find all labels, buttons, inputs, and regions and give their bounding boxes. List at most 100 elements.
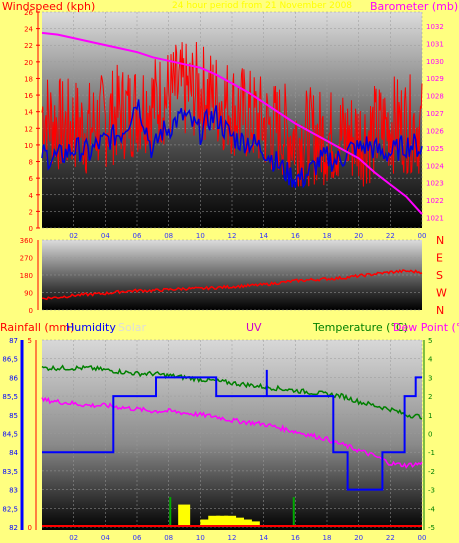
barometer-tick-label: 1022 [426,197,444,205]
humidity-tick-label: 84 [9,449,18,457]
solar-bar [200,519,213,527]
solar-bar [224,515,237,527]
temperature-tick-label: 4 [428,356,433,364]
solar-bar [216,515,229,527]
barometer-tick-label: 1027 [426,110,444,118]
wind-tick-label: 22 [24,42,33,50]
climate-x-tick-label: 12 [228,534,237,542]
solar-bar [247,521,260,527]
wind-x-tick-label: 10 [196,232,205,240]
humidity-tick-label: 87 [9,337,18,345]
barometer-tick-label: 1032 [426,23,444,31]
wind-tick-label: 6 [29,175,34,183]
chart-title: 24 hour period from 21 November 2008 [172,1,352,11]
climate-x-tick-label: 18 [323,534,332,542]
direction-tick-label: 270 [20,255,33,263]
wind-tick-label: 18 [24,75,33,83]
wind-tick-label: 12 [24,125,33,133]
barometer-tick-label: 1023 [426,180,444,188]
direction-tick-label: 360 [20,237,33,245]
barometer-tick-label: 1026 [426,127,444,135]
barometer-tick-label: 1030 [426,58,444,66]
compass-tick-label: N [436,234,444,247]
humidity-label: Humidity [66,321,116,334]
uv-label: UV [246,321,262,334]
windspeed-series-line [41,41,423,187]
average-wind-series-line [41,99,423,189]
humidity-tick-label: 82,5 [2,505,18,513]
rainfall-axis-label: Rainfall (mm) [0,321,74,334]
wind-tick-label: 8 [29,159,33,167]
climate-x-tick-label: 16 [291,534,300,542]
barometer-series-line [41,31,423,215]
humidity-series-line [42,369,422,491]
climate-x-tick-label: 22 [386,534,395,542]
wind-tick-label: 20 [24,59,33,67]
temperature-series-line [41,364,423,420]
direction-tick-label: 90 [24,290,33,298]
temperature-tick-label: -2 [428,468,435,476]
wind-tick-label: 10 [24,142,33,150]
climate-x-tick-label: 04 [101,534,110,542]
climate-x-tick-label: 02 [69,534,78,542]
humidity-tick-label: 85 [9,412,18,420]
rainfall-tick-label: 0 [28,524,32,532]
solar-label: Solar [118,321,147,334]
temperature-tick-label: 3 [428,374,432,382]
barometer-axis-label: Barometer (mb) [370,0,458,13]
wind-tick-label: 26 [24,9,33,17]
humidity-tick-label: 86,5 [2,356,18,364]
climate-x-tick-label: 14 [259,534,268,542]
solar-bar [178,504,191,527]
rainfall-tick-label: 5 [28,337,32,345]
compass-tick-label: E [436,252,443,265]
humidity-tick-label: 83,5 [2,468,18,476]
wind-tick-label: 24 [24,26,33,34]
climate-x-tick-label: 06 [133,534,142,542]
dew-point-axis-label: Dew Point (°C) [393,321,459,334]
wind-x-tick-label: 14 [259,232,268,240]
barometer-tick-label: 1031 [426,40,444,48]
humidity-tick-label: 82 [9,524,18,532]
climate-x-tick-label: 08 [164,534,173,542]
temperature-tick-label: 0 [428,431,432,439]
temperature-tick-label: 2 [428,393,432,401]
solar-bar [239,519,252,527]
tick-labels: 0246810121416182022242610211022102310241… [2,9,447,542]
temperature-axis-label: Temperature (°C) [312,321,408,334]
chart-marks [41,31,423,527]
wind-x-tick-label: 02 [69,232,78,240]
windspeed-axis-label: Windspeed (kph) [2,0,95,13]
direction-tick-label: 0 [29,307,33,315]
dew-point-series-line [41,396,423,469]
wind-x-tick-label: 22 [386,232,395,240]
solar-bar [208,515,221,527]
barometer-tick-label: 1028 [426,93,444,101]
wind-tick-label: 14 [24,109,33,117]
temperature-tick-label: -1 [428,449,435,457]
wind-x-tick-label: 08 [164,232,173,240]
climate-x-tick-label: 10 [196,534,205,542]
barometer-tick-label: 1025 [426,145,444,153]
wind-tick-label: 2 [29,208,33,216]
barometer-tick-label: 1029 [426,75,444,83]
wind-tick-label: 0 [29,225,33,233]
climate-x-tick-label: 00 [418,534,427,542]
wind-x-tick-label: 20 [354,232,363,240]
temperature-tick-label: -4 [428,505,436,513]
barometer-tick-label: 1024 [426,162,444,170]
wind-x-tick-label: 00 [418,232,427,240]
temperature-tick-label: 1 [428,412,432,420]
temperature-tick-label: -3 [428,487,435,495]
temperature-tick-label: -5 [428,524,435,532]
compass-tick-label: W [436,287,447,300]
wind-x-tick-label: 16 [291,232,300,240]
compass-tick-label: S [436,269,443,282]
humidity-tick-label: 86 [9,374,18,382]
wind-x-tick-label: 18 [323,232,332,240]
climate-plot-area [42,340,422,530]
climate-x-tick-label: 20 [354,534,363,542]
solar-bar [232,517,244,527]
